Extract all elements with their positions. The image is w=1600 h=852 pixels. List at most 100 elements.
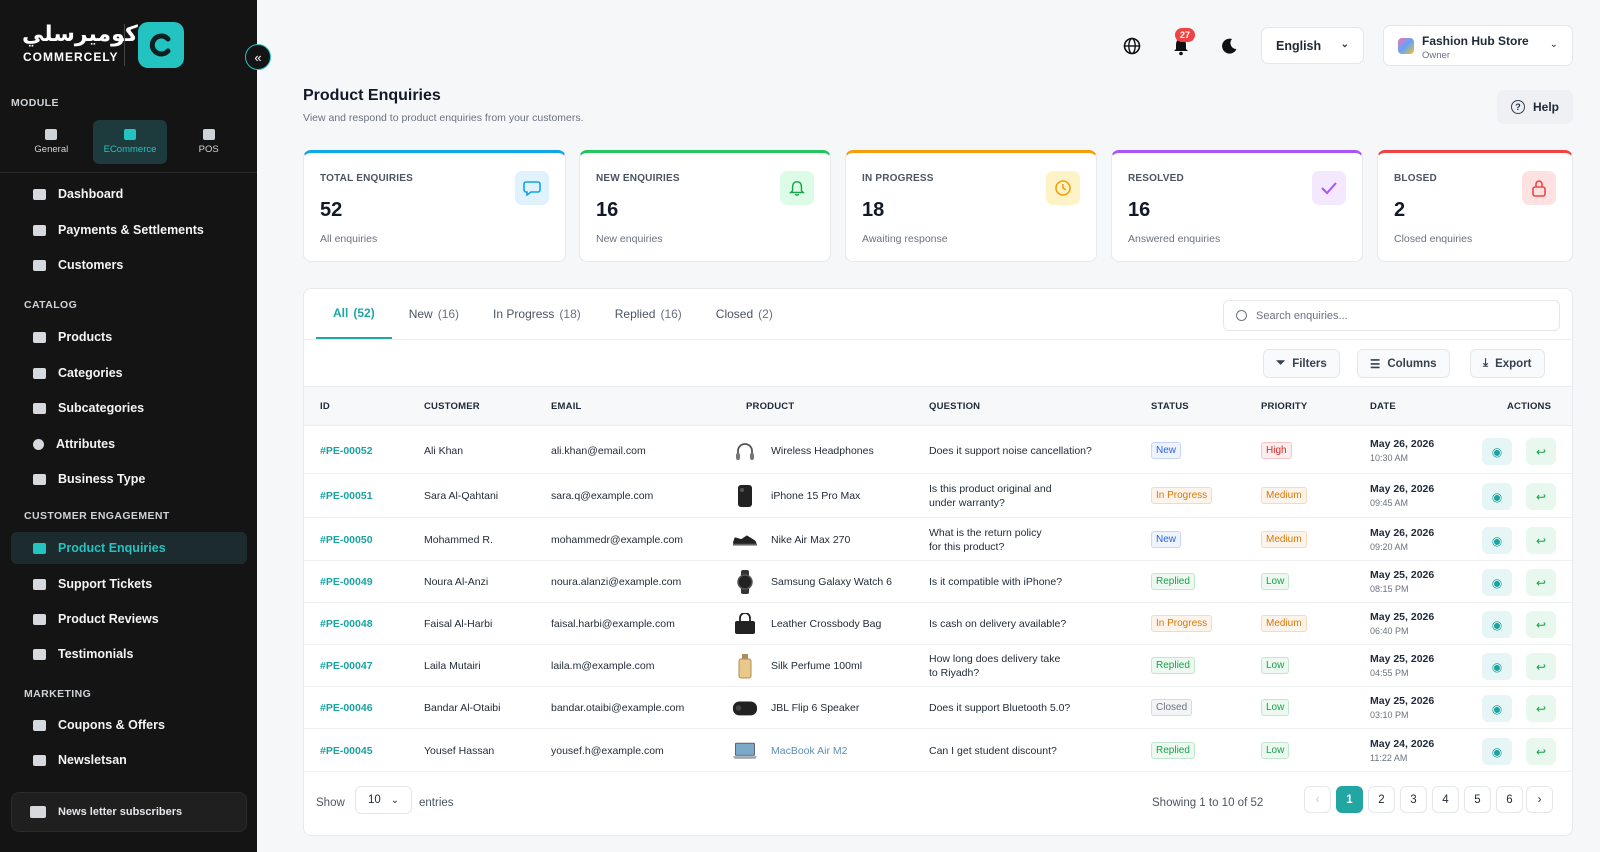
view-button[interactable]: ◉ — [1482, 653, 1512, 680]
col-email[interactable]: EMAIL — [551, 401, 582, 412]
brand-logo[interactable]: كوميرسلي COMMERCELY — [20, 22, 230, 72]
table-row[interactable]: #PE-00049 Noura Al-Anzi noura.alanzi@examp… — [304, 561, 1572, 603]
view-button[interactable]: ◉ — [1482, 569, 1512, 596]
view-button[interactable]: ◉ — [1482, 611, 1512, 638]
sidebar-item-label: Attributes — [56, 437, 116, 451]
enquiry-id-link[interactable]: #PE-00050 — [320, 534, 373, 546]
customer-email: sara.q@example.com — [551, 490, 654, 502]
tab-closed[interactable]: Closed (2) — [699, 289, 790, 339]
sidebar-item-newsletter[interactable]: Newsletsan — [11, 744, 247, 776]
reply-button[interactable]: ↩ — [1526, 695, 1556, 722]
store-switcher[interactable]: Fashion Hub Store Owner ⌄ — [1383, 25, 1573, 66]
col-status[interactable]: STATUS — [1151, 401, 1189, 412]
prev-page-button[interactable]: ‹ — [1304, 786, 1331, 813]
next-page-button[interactable]: › — [1526, 786, 1553, 813]
product-name[interactable]: Wireless Headphones — [771, 445, 874, 457]
globe-icon[interactable] — [1122, 36, 1142, 56]
tab-replied[interactable]: Replied (16) — [598, 289, 699, 339]
question-text: Does it support noise cancellation? — [929, 445, 1092, 457]
view-button[interactable]: ◉ — [1482, 483, 1512, 510]
tab-new[interactable]: New (16) — [392, 289, 476, 339]
export-label: Export — [1495, 357, 1532, 370]
page-button[interactable]: 4 — [1432, 786, 1459, 813]
help-button[interactable]: ? Help — [1497, 90, 1573, 124]
sidebar-item-attributes[interactable]: Attributes — [11, 428, 247, 460]
module-tab-general[interactable]: General — [14, 120, 89, 164]
view-button[interactable]: ◉ — [1482, 438, 1512, 465]
sidebar-item-business-type[interactable]: Business Type — [11, 463, 247, 495]
page-size-select[interactable]: 10 ⌄ — [355, 786, 412, 814]
page-button[interactable]: 1 — [1336, 786, 1363, 813]
sidebar-item-coupons[interactable]: Coupons & Offers — [11, 709, 247, 741]
reply-button[interactable]: ↩ — [1526, 483, 1556, 510]
reply-button[interactable]: ↩ — [1526, 438, 1556, 465]
product-name[interactable]: Nike Air Max 270 — [771, 534, 851, 546]
enquiry-id-link[interactable]: #PE-00045 — [320, 745, 373, 757]
sidebar-item-product-reviews[interactable]: Product Reviews — [11, 603, 247, 635]
product-name[interactable]: iPhone 15 Pro Max — [771, 490, 861, 502]
col-product[interactable]: PRODUCT — [746, 401, 795, 412]
reply-button[interactable]: ↩ — [1526, 611, 1556, 638]
enquiry-id-link[interactable]: #PE-00048 — [320, 618, 373, 630]
sidebar-item-subcategories[interactable]: Subcategories — [11, 392, 247, 424]
col-date[interactable]: DATE — [1370, 401, 1396, 412]
table-row[interactable]: #PE-00051 Sara Al-Qahtani sara.q@example.c… — [304, 474, 1572, 518]
enquiry-id-link[interactable]: #PE-00046 — [320, 702, 373, 714]
enquiry-id-link[interactable]: #PE-00051 — [320, 490, 373, 502]
question-text: Is cash on delivery available? — [929, 618, 1067, 630]
table-row[interactable]: #PE-00045 Yousef Hassan yousef.h@example.c… — [304, 729, 1572, 772]
product-name[interactable]: MacBook Air M2 — [771, 745, 848, 757]
product-name[interactable]: JBL Flip 6 Speaker — [771, 702, 860, 714]
module-tab-pos[interactable]: POS — [171, 120, 246, 164]
table-row[interactable]: #PE-00052 Ali Khan ali.khan@email.com Wirel… — [304, 427, 1572, 474]
reply-button[interactable]: ↩ — [1526, 569, 1556, 596]
tab-in-progress[interactable]: In Progress (18) — [476, 289, 598, 339]
product-name[interactable]: Silk Perfume 100ml — [771, 660, 863, 672]
sidebar-item-categories[interactable]: Categories — [11, 357, 247, 389]
product-name[interactable]: Samsung Galaxy Watch 6 — [771, 576, 892, 588]
view-button[interactable]: ◉ — [1482, 527, 1512, 554]
search-input[interactable]: Search enquiries... — [1223, 300, 1560, 331]
export-button[interactable]: ⤓ Export — [1470, 349, 1545, 378]
language-select[interactable]: English ⌄ — [1261, 27, 1364, 64]
table-row[interactable]: #PE-00047 Laila Mutairi laila.m@example.co… — [304, 645, 1572, 687]
sidebar-item-dashboard[interactable]: Dashboard — [11, 178, 247, 210]
moon-icon[interactable] — [1219, 36, 1239, 56]
view-button[interactable]: ◉ — [1482, 738, 1512, 765]
page-button[interactable]: 3 — [1400, 786, 1427, 813]
sidebar-item-support-tickets[interactable]: Support Tickets — [11, 568, 247, 600]
enquiry-time: 03:10 PM — [1370, 710, 1409, 720]
page-button[interactable]: 5 — [1464, 786, 1491, 813]
tab-label: New — [408, 307, 433, 321]
collapse-sidebar-button[interactable]: « — [245, 44, 271, 70]
module-tab-ecommerce[interactable]: ECommerce — [92, 120, 168, 164]
col-customer[interactable]: CUSTOMER — [424, 401, 480, 412]
enquiry-id-link[interactable]: #PE-00052 — [320, 445, 373, 457]
table-row[interactable]: #PE-00048 Faisal Al-Harbi faisal.harbi@exa… — [304, 603, 1572, 645]
newsletter-subscribers-button[interactable]: News letter subscribers — [11, 792, 247, 832]
enquiry-id-link[interactable]: #PE-00047 — [320, 660, 373, 672]
brand-name: COMMERCELY — [23, 50, 119, 64]
product-name[interactable]: Leather Crossbody Bag — [771, 618, 882, 630]
columns-button[interactable]: ☰ Columns — [1357, 349, 1450, 378]
sidebar-item-product-enquiries[interactable]: Product Enquiries — [11, 532, 247, 564]
page-button[interactable]: 2 — [1368, 786, 1395, 813]
view-button[interactable]: ◉ — [1482, 695, 1512, 722]
sidebar-item-payments[interactable]: Payments & Settlements — [11, 214, 247, 246]
sidebar-item-customers[interactable]: Customers — [11, 249, 247, 281]
stat-desc: Closed enquiries — [1394, 233, 1473, 245]
reply-button[interactable]: ↩ — [1526, 527, 1556, 554]
col-id[interactable]: ID — [320, 401, 330, 412]
table-row[interactable]: #PE-00046 Bandar Al-Otaibi bandar.otaibi@e… — [304, 687, 1572, 729]
enquiry-id-link[interactable]: #PE-00049 — [320, 576, 373, 588]
sidebar-item-testimonials[interactable]: Testimonials — [11, 638, 247, 670]
status-tabs: All (52) New (16) In Progress (18) Replied (… — [316, 289, 790, 339]
reply-button[interactable]: ↩ — [1526, 653, 1556, 680]
page-button[interactable]: 6 — [1496, 786, 1523, 813]
filters-button[interactable]: ⏷ Filters — [1263, 349, 1340, 378]
tab-all[interactable]: All (52) — [316, 289, 392, 339]
reply-button[interactable]: ↩ — [1526, 738, 1556, 765]
sidebar-item-products[interactable]: Products — [11, 321, 247, 353]
col-priority[interactable]: PRIORITY — [1261, 401, 1308, 412]
table-row[interactable]: #PE-00050 Mohammed R. mohammedr@example.co… — [304, 518, 1572, 561]
